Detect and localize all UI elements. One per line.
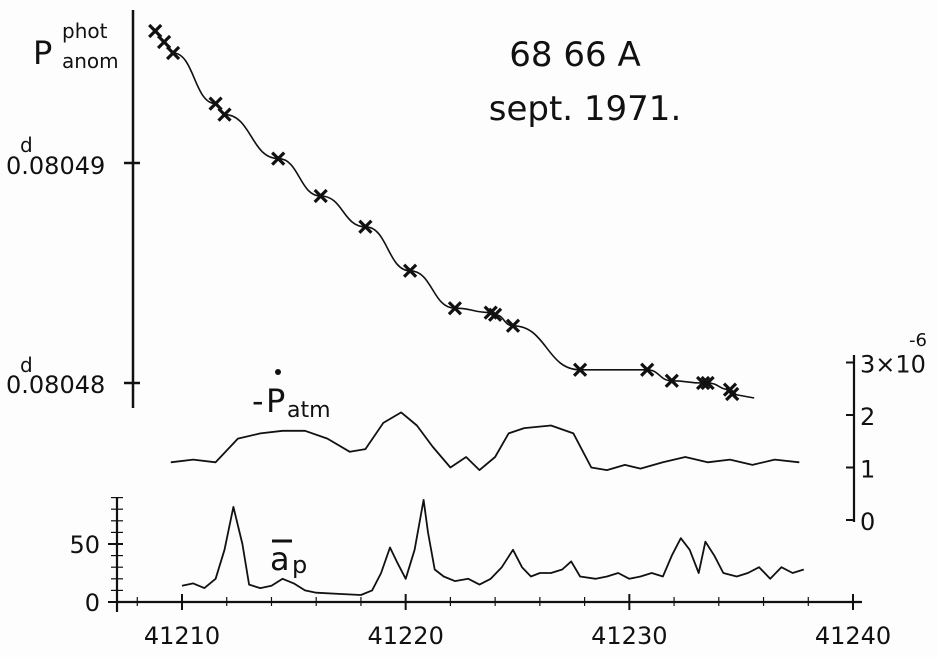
data-point-15-stroke-b bbox=[640, 362, 655, 377]
bottom-series-line bbox=[181, 499, 805, 596]
data-point-7 bbox=[313, 188, 328, 204]
data-point-1-stroke-b bbox=[148, 23, 163, 39]
data-point-5 bbox=[217, 107, 232, 122]
bottom-y-tick-label-2: 50 bbox=[69, 531, 100, 559]
top-y-tick-2-label: 0.08048 bbox=[6, 371, 105, 399]
right-y-tick-label-1: 0 bbox=[860, 508, 875, 536]
top-y-label-main: P bbox=[33, 34, 52, 72]
data-point-13-stroke-b bbox=[505, 318, 521, 333]
data-point-9-stroke-b bbox=[402, 263, 418, 278]
data-point-8 bbox=[358, 219, 373, 234]
middle-label-dot bbox=[275, 369, 281, 375]
data-point-15 bbox=[640, 362, 655, 377]
x-tick-label-4: 41240 bbox=[815, 622, 891, 650]
x-tick-label-3: 41230 bbox=[591, 622, 667, 650]
data-point-14 bbox=[572, 362, 588, 377]
data-point-14-stroke-b bbox=[572, 362, 588, 377]
middle-label-sign: - bbox=[252, 382, 264, 420]
bottom-y-tick-label-1: 0 bbox=[85, 589, 100, 617]
bottom-label: a p bbox=[270, 539, 307, 579]
chart-subtitle: sept. 1971. bbox=[489, 89, 682, 129]
top-y-tick-1-unit: d bbox=[20, 133, 33, 157]
data-point-10 bbox=[447, 301, 463, 316]
data-point-5-stroke-b bbox=[217, 107, 232, 122]
middle-label-main: P bbox=[266, 382, 285, 420]
chart-title: 68 66 A bbox=[509, 35, 640, 75]
top-series-curve bbox=[154, 30, 755, 399]
middle-series-line bbox=[170, 411, 800, 471]
right-y-tick-label-3: 2 bbox=[860, 403, 875, 431]
right-y-tick-label-2: 1 bbox=[860, 456, 875, 484]
data-point-12-stroke-b bbox=[487, 307, 503, 322]
data-point-3 bbox=[165, 45, 181, 61]
top-y-tick-2: d 0.08048 bbox=[6, 353, 105, 399]
data-point-17-stroke-b bbox=[695, 375, 711, 391]
top-y-tick-2-unit: d bbox=[20, 353, 33, 377]
data-point-7-stroke-b bbox=[313, 188, 328, 204]
top-y-tick-1: d 0.08049 bbox=[6, 133, 105, 180]
data-point-4-stroke-b bbox=[208, 96, 223, 111]
data-point-6 bbox=[271, 151, 286, 166]
data-point-10-stroke-b bbox=[447, 301, 463, 316]
data-point-16 bbox=[664, 373, 679, 388]
data-point-9 bbox=[402, 263, 418, 278]
middle-panel-layer bbox=[170, 411, 800, 471]
x-tick-label-2: 41220 bbox=[367, 622, 443, 650]
bottom-panel-layer bbox=[181, 499, 805, 596]
top-y-label-sub: anom bbox=[62, 49, 119, 73]
data-point-12 bbox=[487, 307, 503, 322]
x-tick-label-1: 41210 bbox=[144, 622, 220, 650]
data-point-20 bbox=[725, 386, 740, 402]
top-y-tick-1-label: 0.08049 bbox=[6, 152, 105, 180]
top-y-label: P phot anom bbox=[33, 19, 119, 73]
data-point-13 bbox=[505, 318, 521, 333]
data-point-18 bbox=[700, 375, 715, 391]
bottom-label-sub: p bbox=[292, 551, 307, 579]
data-point-2-stroke-b bbox=[156, 34, 172, 50]
data-point-20-stroke-b bbox=[725, 386, 740, 402]
top-y-label-sup: phot bbox=[62, 19, 108, 43]
right-y-tick-label-4: 3×10 bbox=[860, 351, 926, 379]
axes-layer: 0 1 2 3×10 0 50 41210 41220 41230 41240 bbox=[69, 10, 926, 650]
data-point-16-stroke-b bbox=[664, 373, 679, 388]
middle-label-sub: atm bbox=[287, 398, 331, 423]
middle-label: - P atm bbox=[252, 369, 331, 423]
data-point-6-stroke-b bbox=[271, 151, 286, 166]
data-point-18-stroke-b bbox=[700, 375, 715, 391]
right-axis-exponent: -6 bbox=[909, 330, 927, 351]
bottom-label-main: a bbox=[270, 540, 290, 578]
data-point-8-stroke-b bbox=[358, 219, 373, 234]
top-panel-layer bbox=[148, 23, 755, 402]
data-point-3-stroke-b bbox=[165, 45, 181, 61]
data-point-17 bbox=[695, 375, 711, 391]
